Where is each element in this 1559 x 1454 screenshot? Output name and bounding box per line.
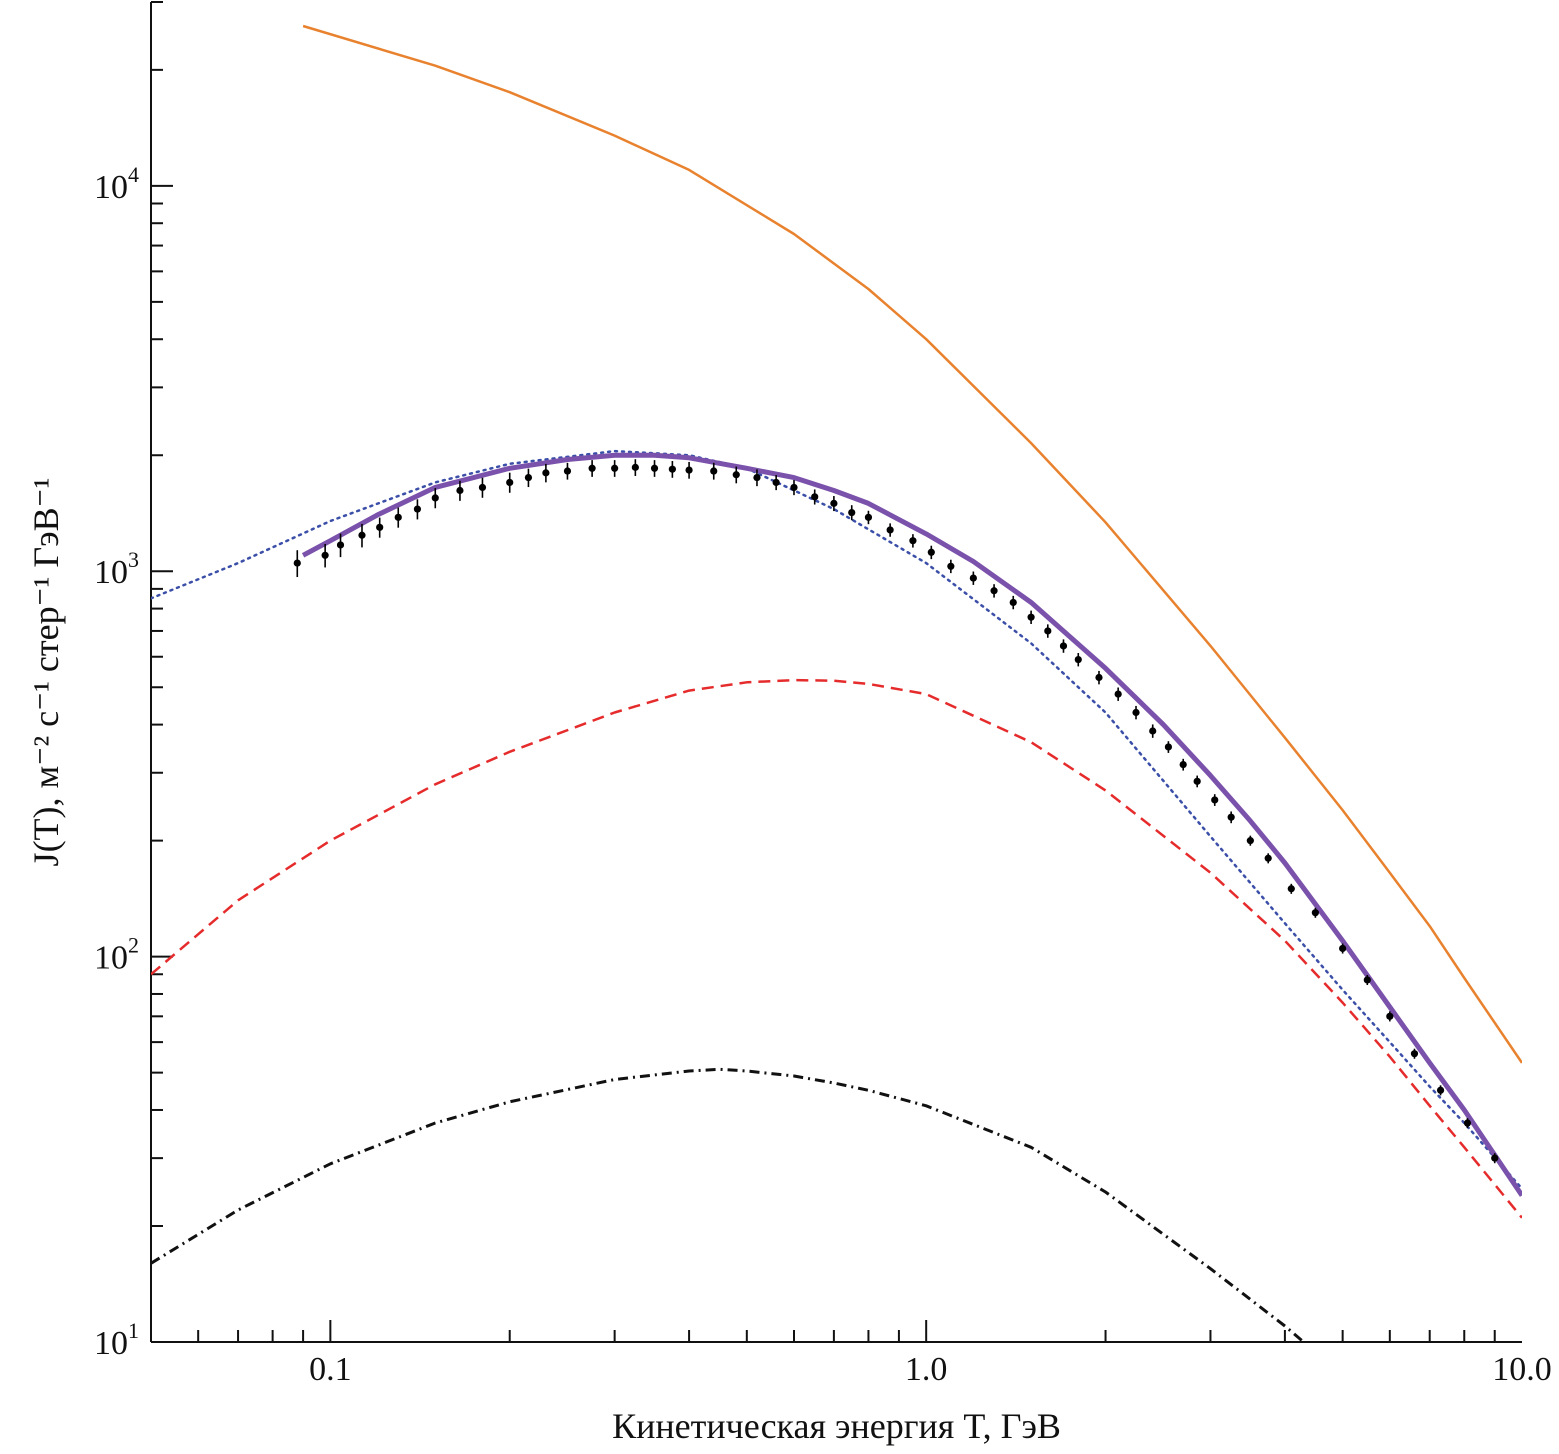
series-line-dashed-3	[151, 678, 1522, 1219]
series-line-solid-0	[302, 24, 1522, 1064]
data-point	[588, 464, 596, 472]
data-point	[376, 523, 384, 531]
data-point	[1059, 642, 1068, 650]
x-axis-ticks: 0.1 1.0 10.0	[150, 1320, 1552, 1388]
data-point	[886, 526, 894, 534]
data-point	[611, 464, 619, 472]
data-point	[456, 486, 464, 495]
data-point	[732, 471, 740, 479]
data-point	[1386, 1012, 1394, 1020]
x-tick-label: 1.0	[905, 1351, 948, 1388]
data-point	[358, 531, 366, 539]
data-point	[1463, 1119, 1472, 1127]
data-point	[1179, 760, 1187, 769]
data-point	[1193, 777, 1201, 785]
data-point	[969, 574, 977, 582]
data-point	[848, 508, 856, 517]
data-point	[1410, 1050, 1419, 1058]
data-point	[1027, 613, 1035, 621]
series-line-dashdot-4	[151, 1067, 1305, 1342]
data-point	[1339, 944, 1347, 953]
data-point	[1074, 655, 1082, 664]
data-point	[1149, 727, 1157, 735]
y-tick-label: 102	[94, 933, 139, 977]
data-point	[1009, 598, 1017, 607]
data-point	[1491, 1154, 1499, 1162]
axes	[150, 2, 1522, 1343]
data-point	[431, 494, 439, 502]
data-point	[753, 473, 761, 482]
data-point	[864, 513, 873, 521]
data-point	[394, 513, 402, 521]
data-point	[413, 505, 422, 513]
data-point	[947, 562, 955, 570]
data-point	[668, 465, 676, 473]
data-point	[811, 493, 819, 501]
data-point	[563, 467, 572, 475]
y-tick-label: 101	[94, 1318, 139, 1362]
data-point	[1114, 690, 1122, 698]
data-point	[1287, 885, 1295, 893]
x-axis-title: Кинетическая энергия T, ГэВ	[612, 1406, 1061, 1446]
y-tick-label: 104	[94, 162, 139, 206]
data-point	[909, 537, 917, 545]
data-point	[1264, 854, 1272, 862]
data-point	[478, 483, 487, 492]
data-point	[790, 483, 798, 492]
data-point	[1363, 976, 1371, 984]
data-point	[685, 466, 693, 474]
data-point	[772, 478, 780, 487]
y-axis-ticks: 101 102 103 104	[94, 1, 173, 1362]
data-point	[1311, 909, 1319, 917]
data-point	[1227, 813, 1235, 821]
data-point	[1044, 627, 1052, 635]
data-point	[1164, 743, 1173, 751]
series-line-solid-2	[301, 452, 1522, 1197]
data-point	[1246, 837, 1254, 845]
data-points-group	[293, 459, 1499, 1164]
y-axis-title: J(T), м⁻² с⁻¹ стер⁻¹ ГэВ⁻¹	[26, 478, 66, 867]
data-point	[542, 469, 550, 477]
series-line-dotted-1	[151, 449, 1522, 1190]
data-point	[710, 467, 718, 475]
data-point	[830, 499, 838, 507]
data-point	[990, 587, 998, 595]
data-point	[336, 541, 345, 549]
data-point	[927, 548, 935, 556]
data-point	[1132, 708, 1140, 717]
series-group	[151, 24, 1522, 1342]
data-point	[1211, 796, 1219, 804]
x-tick-label: 10.0	[1492, 1351, 1552, 1388]
y-tick-label: 103	[94, 547, 139, 591]
data-point	[1095, 673, 1103, 682]
data-point	[293, 559, 301, 567]
data-point	[321, 551, 329, 559]
data-point	[506, 478, 514, 487]
x-tick-label: 0.1	[309, 1351, 352, 1388]
data-point	[650, 464, 659, 472]
data-point	[1436, 1086, 1445, 1094]
data-point	[524, 473, 533, 482]
data-point	[631, 463, 639, 471]
